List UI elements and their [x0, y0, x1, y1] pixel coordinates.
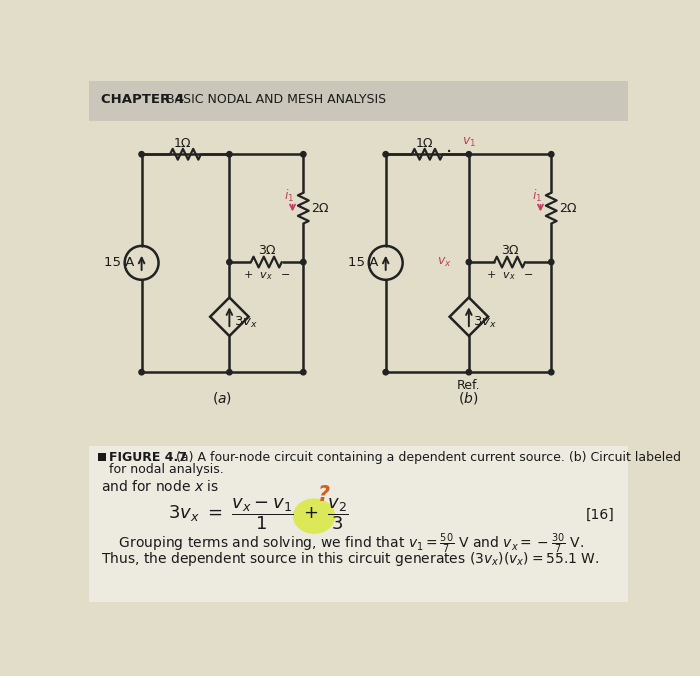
Circle shape: [549, 260, 554, 265]
Text: 3Ω: 3Ω: [501, 244, 519, 257]
Text: [16]: [16]: [586, 508, 615, 522]
Bar: [90, 121, 629, 448]
Circle shape: [227, 370, 232, 375]
Text: 2Ω: 2Ω: [311, 201, 328, 215]
Text: and for node $x$ is: and for node $x$ is: [101, 479, 219, 493]
Text: 1Ω: 1Ω: [416, 137, 433, 150]
Circle shape: [466, 151, 472, 157]
Text: $3v_x$: $3v_x$: [234, 315, 258, 331]
Text: CHAPTER 4: CHAPTER 4: [101, 93, 184, 106]
Circle shape: [466, 370, 472, 375]
Bar: [90, 81, 629, 121]
Text: for nodal analysis.: for nodal analysis.: [109, 464, 224, 477]
Circle shape: [300, 370, 306, 375]
Text: FIGURE 4.7: FIGURE 4.7: [109, 451, 188, 464]
Text: Grouping terms and solving, we find that $v_1 = \frac{50}{7}$ V and $v_x = -\fra: Grouping terms and solving, we find that…: [101, 532, 584, 556]
Circle shape: [227, 260, 232, 265]
Text: ?: ?: [318, 485, 330, 504]
Text: 15 A: 15 A: [348, 256, 378, 269]
Text: 3Ω: 3Ω: [258, 244, 275, 257]
Bar: [90, 446, 629, 602]
Bar: [99, 453, 106, 461]
Ellipse shape: [293, 498, 335, 534]
Text: $i_1$: $i_1$: [532, 188, 542, 204]
Circle shape: [383, 151, 389, 157]
Circle shape: [139, 151, 144, 157]
Text: $(a)$: $(a)$: [212, 390, 232, 406]
Text: 15 A: 15 A: [104, 256, 134, 269]
Circle shape: [549, 151, 554, 157]
Text: 1Ω: 1Ω: [174, 137, 191, 150]
Text: $3v_x\ =\ \dfrac{v_x - v_1}{1}\ +\ \dfrac{v_2}{3}$: $3v_x\ =\ \dfrac{v_x - v_1}{1}\ +\ \dfra…: [168, 497, 349, 533]
Text: $3v_x$: $3v_x$: [473, 315, 497, 331]
Text: $i_1$: $i_1$: [284, 188, 295, 204]
Text: $+\ \ v_x\ \ -$: $+\ \ v_x\ \ -$: [486, 269, 533, 282]
Text: $(b)$: $(b)$: [458, 390, 478, 406]
Circle shape: [139, 370, 144, 375]
Text: $v_1$: $v_1$: [462, 135, 476, 149]
Text: 2Ω: 2Ω: [559, 201, 577, 215]
Text: Thus, the dependent source in this circuit generates $(3v_x)(v_x) = 55.1$ W.: Thus, the dependent source in this circu…: [101, 550, 599, 569]
Circle shape: [300, 260, 306, 265]
Text: Ref.: Ref.: [456, 379, 480, 392]
Circle shape: [466, 260, 472, 265]
Text: ·: ·: [446, 143, 452, 162]
Circle shape: [383, 370, 389, 375]
Circle shape: [300, 151, 306, 157]
Circle shape: [549, 370, 554, 375]
Circle shape: [227, 151, 232, 157]
Text: $+\ \ v_x\ \ -$: $+\ \ v_x\ \ -$: [243, 269, 290, 282]
Text: (a) A four-node circuit containing a dependent current source. (b) Circuit label: (a) A four-node circuit containing a dep…: [172, 451, 680, 464]
Text: BASIC NODAL AND MESH ANALYSIS: BASIC NODAL AND MESH ANALYSIS: [167, 93, 386, 106]
Text: $v_x$: $v_x$: [438, 256, 452, 268]
